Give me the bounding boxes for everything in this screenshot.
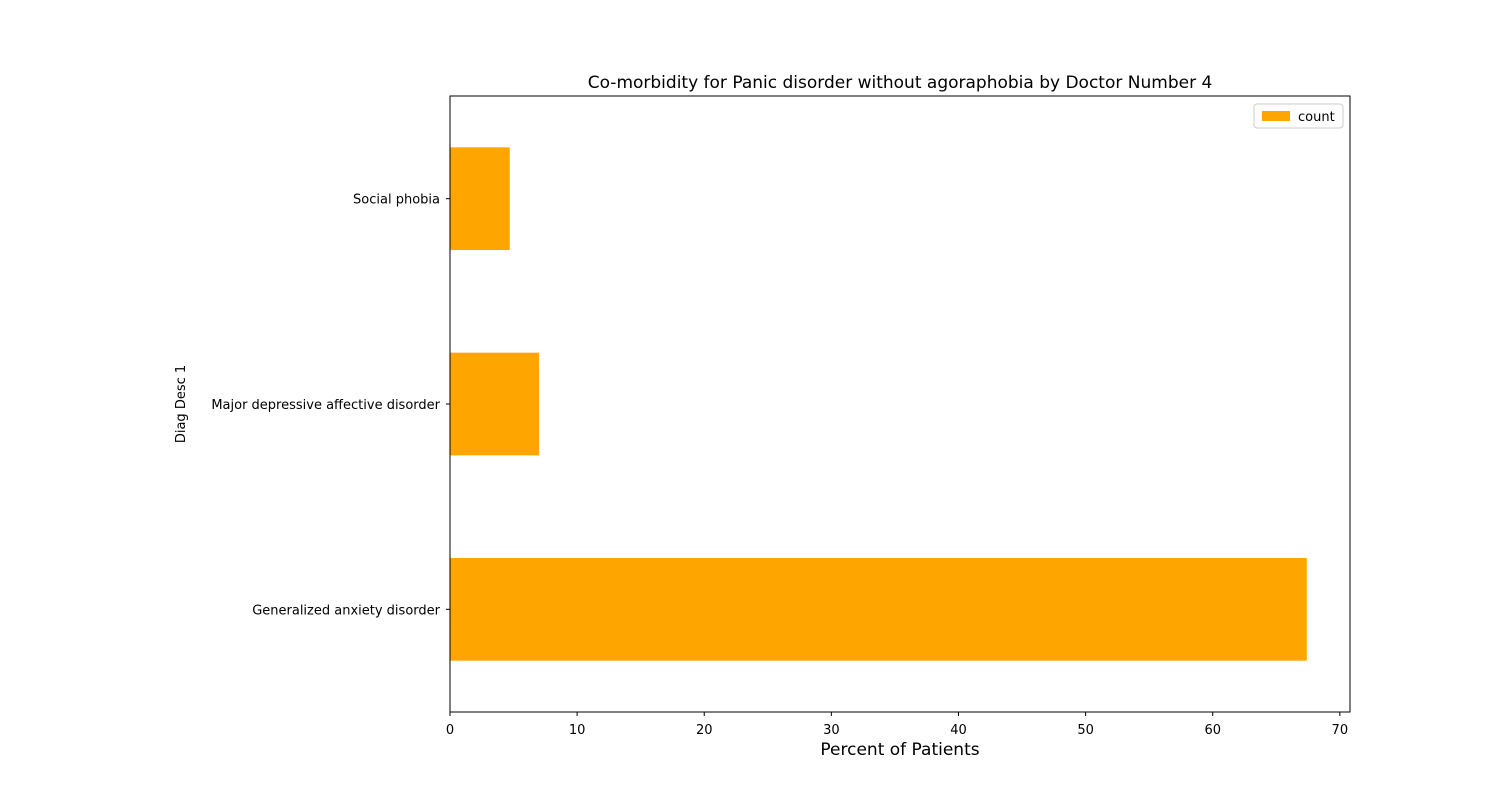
chart-title: Co-morbidity for Panic disorder without … bbox=[588, 73, 1213, 93]
y-axis-label: Diag Desc 1 bbox=[174, 365, 189, 443]
legend-box bbox=[1253, 103, 1344, 129]
x-tick-label-5: 50 bbox=[1077, 723, 1094, 738]
x-tick-label-0: 0 bbox=[446, 723, 454, 738]
y-tick-label-1: Major depressive affective disorder bbox=[211, 398, 440, 413]
x-axis-label: Percent of Patients bbox=[820, 740, 979, 760]
x-axis: 0 10 20 30 40 50 60 70 bbox=[446, 712, 1348, 738]
x-tick-label-4: 40 bbox=[950, 723, 967, 738]
bar-1 bbox=[450, 352, 539, 456]
bar-0 bbox=[450, 558, 1307, 661]
y-tick-label-2: Social phobia bbox=[353, 193, 440, 208]
x-tick-label-6: 60 bbox=[1204, 723, 1221, 738]
y-tick-label-0: Generalized anxiety disorder bbox=[252, 603, 440, 618]
y-axis: Generalized anxiety disorder Major depres… bbox=[211, 193, 450, 618]
legend-swatch bbox=[1262, 111, 1290, 121]
x-tick-label-2: 20 bbox=[696, 723, 713, 738]
plot-area bbox=[449, 95, 1351, 713]
legend-label: count bbox=[1298, 110, 1335, 125]
x-tick-label-7: 70 bbox=[1332, 723, 1349, 738]
x-tick-label-1: 10 bbox=[569, 723, 586, 738]
legend: count bbox=[1253, 103, 1344, 129]
x-tick-label-3: 30 bbox=[823, 723, 840, 738]
bar-2 bbox=[450, 147, 510, 250]
